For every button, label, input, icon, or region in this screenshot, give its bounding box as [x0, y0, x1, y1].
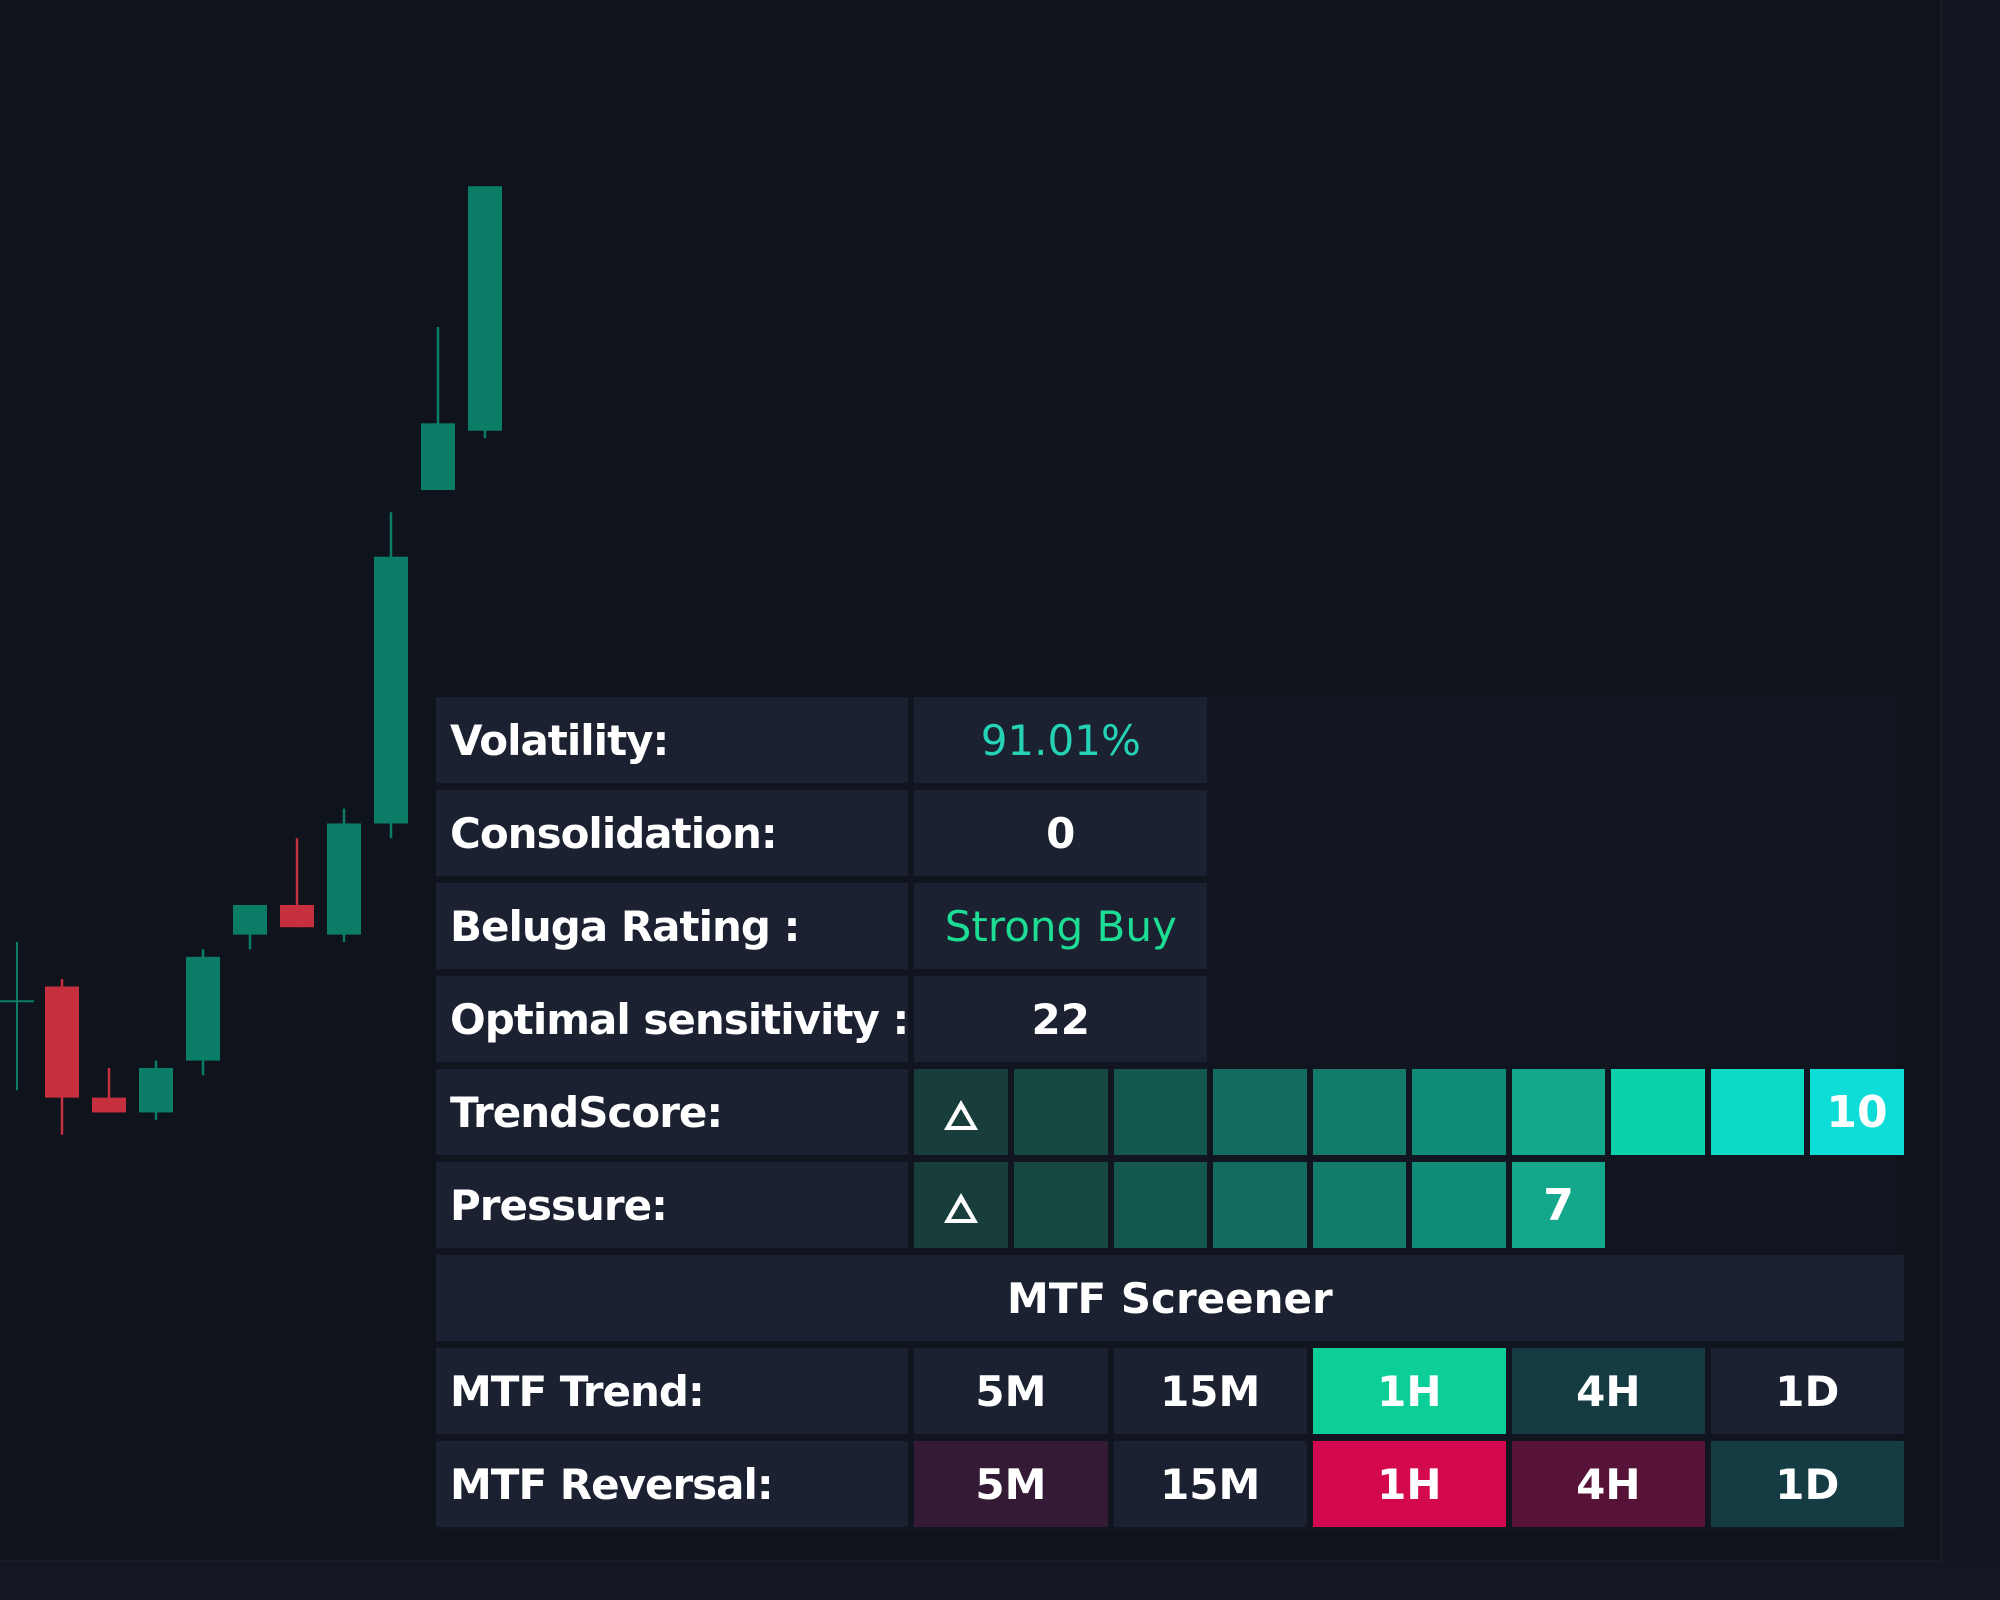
row-mtf-trend: MTF Trend: 5M 15M 1H 4H 1D [436, 1348, 1904, 1434]
row-pressure: Pressure: 7 [436, 1162, 1904, 1248]
pressure-empty-cell [1810, 1162, 1904, 1248]
pressure-cell [1412, 1162, 1506, 1248]
dashboard-table: Volatility: 91.01% Consolidation: 0 Belu… [430, 690, 1910, 1534]
mtf-trend-5m-cell: 5M [914, 1348, 1108, 1434]
candle-body [280, 904, 314, 928]
row-screener-header: MTF Screener [436, 1255, 1904, 1341]
row-volatility: Volatility: 91.01% [436, 697, 1904, 783]
optimal-sensitivity-label: Optimal sensitivity : [436, 976, 909, 1062]
pressure-empty-cell [1711, 1162, 1805, 1248]
mtf-reversal-15m-cell: 15M [1113, 1441, 1307, 1527]
row-beluga-rating: Beluga Rating : Strong Buy [436, 883, 1904, 969]
trendscore-cell: 10 [1810, 1069, 1904, 1155]
pressure-label: Pressure: [436, 1162, 909, 1248]
row-trendscore: TrendScore: 10 [436, 1069, 1904, 1155]
mtf-screener-title: MTF Screener [436, 1255, 1904, 1341]
candle[interactable] [92, 1067, 126, 1113]
row-consolidation: Consolidation: 0 [436, 790, 1904, 876]
trendscore-cell [1113, 1069, 1208, 1155]
pressure-cell [1312, 1162, 1407, 1248]
time-scale[interactable] [0, 1562, 2000, 1600]
triangle-up-icon [944, 1193, 979, 1223]
volatility-value: 91.01% [914, 697, 1208, 783]
triangle-up-icon [944, 1100, 979, 1130]
row-mtf-reversal: MTF Reversal: 5M 15M 1H 4H 1D [436, 1441, 1904, 1527]
pressure-cell: 7 [1511, 1162, 1606, 1248]
optimal-sensitivity-value: 22 [914, 976, 1208, 1062]
candle[interactable] [468, 186, 502, 439]
price-scale[interactable] [1942, 0, 2000, 1562]
trendscore-cell [1511, 1069, 1606, 1155]
pressure-cell [1213, 1162, 1307, 1248]
mtf-reversal-1h-cell: 1H [1312, 1441, 1506, 1527]
candle-body [92, 1097, 126, 1113]
consolidation-value: 0 [914, 790, 1208, 876]
volatility-label: Volatility: [436, 697, 909, 783]
mtf-trend-4h-cell: 4H [1511, 1348, 1705, 1434]
pressure-empty-cell [1611, 1162, 1705, 1248]
row-optimal-sensitivity: Optimal sensitivity : 22 [436, 976, 1904, 1062]
trendscore-cell [1013, 1069, 1108, 1155]
mtf-trend-1d-cell: 1D [1710, 1348, 1904, 1434]
candle-body [139, 1067, 173, 1113]
pressure-cell [1013, 1162, 1108, 1248]
beluga-rating-value: Strong Buy [914, 883, 1208, 969]
mtf-reversal-4h-cell: 4H [1511, 1441, 1705, 1527]
mtf-reversal-label: MTF Reversal: [436, 1441, 909, 1527]
mtf-trend-label: MTF Trend: [436, 1348, 909, 1434]
candle[interactable] [45, 979, 79, 1135]
candle-body [45, 986, 79, 1098]
candle-body [374, 556, 408, 824]
candle-body [468, 186, 502, 431]
trendscore-cell [1213, 1069, 1307, 1155]
trendscore-cell [1412, 1069, 1506, 1155]
candle[interactable] [280, 838, 314, 928]
mtf-trend-15m-cell: 15M [1113, 1348, 1307, 1434]
candle[interactable] [186, 949, 220, 1076]
trendscore-cell [1312, 1069, 1407, 1155]
beluga-rating-label: Beluga Rating : [436, 883, 909, 969]
candlestick-chart[interactable] [0, 0, 1940, 1560]
trendscore-value: 10 [1826, 1086, 1888, 1138]
candle[interactable] [327, 808, 361, 943]
pressure-value: 7 [1543, 1179, 1574, 1231]
candle[interactable] [374, 512, 408, 839]
candle[interactable] [233, 904, 267, 950]
consolidation-label: Consolidation: [436, 790, 909, 876]
pressure-cell [914, 1162, 1008, 1248]
mtf-trend-1h-cell: 1H [1312, 1348, 1506, 1434]
pressure-cell [1113, 1162, 1208, 1248]
trendscore-label: TrendScore: [436, 1069, 909, 1155]
mtf-reversal-1d-cell: 1D [1710, 1441, 1904, 1527]
candle[interactable] [421, 326, 455, 491]
candle-body [421, 423, 455, 491]
candle-body [186, 956, 220, 1061]
candle[interactable] [139, 1060, 173, 1120]
trendscore-cell [1611, 1069, 1705, 1155]
trendscore-cell [914, 1069, 1008, 1155]
mtf-reversal-5m-cell: 5M [914, 1441, 1108, 1527]
trendscore-cell [1710, 1069, 1805, 1155]
candle-body [327, 823, 361, 935]
candle-body [233, 904, 267, 935]
